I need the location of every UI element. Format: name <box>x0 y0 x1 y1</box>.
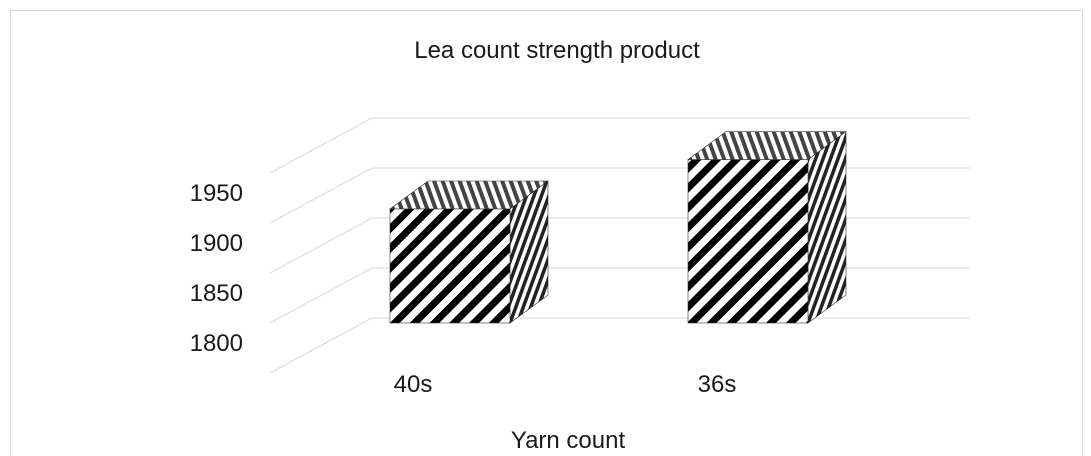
gridlines <box>269 117 970 374</box>
bar-40s <box>389 180 549 324</box>
x-axis-ticks: 40s 36s <box>394 371 737 398</box>
y-tick-label: 1900 <box>190 230 243 257</box>
x-tick-label: 36s <box>698 371 737 398</box>
gridline-side-3 <box>269 167 373 224</box>
gridline-side-0 <box>269 317 373 374</box>
y-tick-label: 1850 <box>190 280 243 307</box>
gridline-side-4 <box>269 117 373 174</box>
x-tick-label: 40s <box>394 371 433 398</box>
gridline-side-2 <box>269 217 373 274</box>
y-axis-ticks: 1800 1850 1900 1950 <box>190 180 243 357</box>
bars <box>389 131 847 324</box>
bar-36s <box>687 131 847 324</box>
x-axis-label: Yarn count <box>511 427 626 454</box>
gridline-side-1 <box>269 267 373 324</box>
y-tick-label: 1950 <box>190 180 243 207</box>
chart-title: Lea count strength product <box>414 37 700 64</box>
y-tick-label: 1800 <box>190 330 243 357</box>
bar-front-face <box>389 208 511 324</box>
bar-front-face <box>687 159 809 324</box>
bar-side-face <box>807 131 847 324</box>
